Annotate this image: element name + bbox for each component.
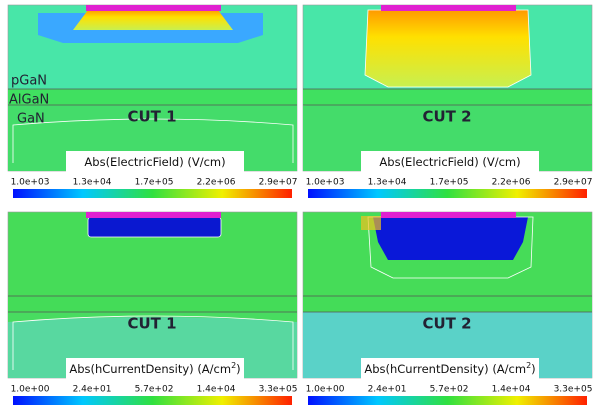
figure: CUT 1 pGaN AlGaN GaN Abs(ElectricField) (V/c… bbox=[0, 0, 597, 405]
colorbar-tick: 2.4e+01 bbox=[368, 385, 407, 395]
colorbar-tick: 5.7e+02 bbox=[135, 385, 174, 395]
cut-label: CUT 2 bbox=[422, 315, 471, 333]
electrode bbox=[86, 5, 221, 11]
colorbar-tick: 1.3e+04 bbox=[73, 178, 112, 188]
colorbar-title: Abs(ElectricField) (V/cm) bbox=[379, 155, 520, 169]
colorbar-tick: 1.0e+00 bbox=[306, 385, 345, 395]
title-text: Abs(hCurrentDensity) (A/cm bbox=[69, 362, 231, 376]
panel: CUT 1 Abs(hCurrentDensity) (A/cm2) 1.0e+00… bbox=[8, 212, 297, 405]
colorbar-tick: 1.4e+04 bbox=[492, 385, 531, 395]
colorbar-tick: 2.4e+01 bbox=[73, 385, 112, 395]
colorbar bbox=[308, 189, 587, 198]
panel: CUT 1 pGaN AlGaN GaN Abs(ElectricField) (V/c… bbox=[8, 5, 297, 201]
colorbar-tick: 1.3e+04 bbox=[368, 178, 407, 188]
cut-label: CUT 1 bbox=[127, 108, 176, 126]
cut-label: CUT 2 bbox=[422, 108, 471, 126]
colorbar-tick: 1.7e+05 bbox=[135, 178, 174, 188]
title-end: ) bbox=[531, 362, 536, 376]
layer-band bbox=[303, 89, 592, 105]
colorbar-tick: 1.0e+03 bbox=[306, 178, 345, 188]
colorbar bbox=[13, 396, 292, 405]
colorbar-tick: 5.7e+02 bbox=[430, 385, 469, 395]
title-end: ) bbox=[236, 362, 241, 376]
colorbar-tick: 3.3e+05 bbox=[259, 385, 298, 395]
colorbar-title: Abs(hCurrentDensity) (A/cm2) bbox=[69, 361, 240, 376]
layer-band bbox=[303, 296, 592, 312]
layer-band bbox=[8, 89, 297, 105]
colorbar-tick: 1.7e+05 bbox=[430, 178, 469, 188]
colorbar-tick: 1.0e+03 bbox=[11, 178, 50, 188]
colorbar-tick: 1.0e+00 bbox=[11, 385, 50, 395]
cut-label: CUT 1 bbox=[127, 315, 176, 333]
title-text: Abs(ElectricField) (V/cm) bbox=[379, 155, 520, 169]
hot-spot bbox=[361, 216, 381, 230]
title-text: Abs(hCurrentDensity) (A/cm bbox=[364, 362, 526, 376]
colorbar-title: Abs(hCurrentDensity) (A/cm2) bbox=[364, 361, 535, 376]
colorbar-title: Abs(ElectricField) (V/cm) bbox=[84, 155, 225, 169]
colorbar-tick: 2.9e+07 bbox=[554, 178, 593, 188]
layer-label: GaN bbox=[17, 112, 45, 127]
field-region bbox=[73, 10, 233, 30]
layer-band bbox=[8, 296, 297, 312]
colorbar-tick: 2.2e+06 bbox=[197, 178, 236, 188]
panel: CUT 2 Abs(ElectricField) (V/cm) 1.0e+03 1.3… bbox=[303, 5, 592, 201]
field-region bbox=[365, 10, 531, 87]
layer-label: AlGaN bbox=[9, 93, 49, 108]
colorbar-tick: 3.3e+05 bbox=[554, 385, 593, 395]
layer-label: pGaN bbox=[11, 74, 47, 89]
current-region bbox=[88, 217, 221, 237]
electrode bbox=[86, 212, 221, 218]
colorbar-tick: 2.2e+06 bbox=[492, 178, 531, 188]
title-text: Abs(ElectricField) (V/cm) bbox=[84, 155, 225, 169]
panel: CUT 2 Abs(hCurrentDensity) (A/cm2) 1.0e+00… bbox=[303, 212, 592, 405]
colorbar bbox=[308, 396, 587, 405]
current-region bbox=[373, 217, 528, 260]
colorbar-tick: 2.9e+07 bbox=[259, 178, 298, 188]
electrode bbox=[381, 212, 516, 218]
electrode bbox=[381, 5, 516, 11]
colorbar bbox=[13, 189, 292, 198]
colorbar-tick: 1.4e+04 bbox=[197, 385, 236, 395]
